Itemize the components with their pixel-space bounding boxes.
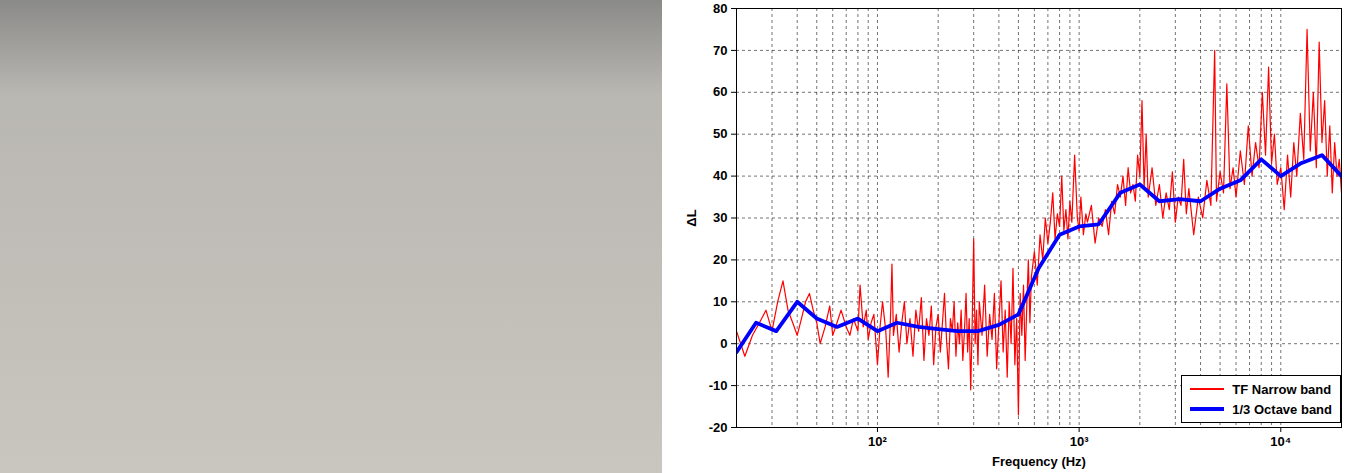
svg-text:ΔL: ΔL bbox=[684, 209, 699, 226]
svg-text:70: 70 bbox=[713, 43, 727, 58]
svg-text:-20: -20 bbox=[709, 420, 728, 435]
svg-text:10⁴: 10⁴ bbox=[1270, 434, 1291, 449]
svg-text:40: 40 bbox=[713, 168, 727, 183]
svg-text:80: 80 bbox=[713, 1, 727, 16]
svg-text:30: 30 bbox=[713, 210, 727, 225]
svg-text:20: 20 bbox=[713, 252, 727, 267]
svg-text:60: 60 bbox=[713, 84, 727, 99]
html-text:1/3 Octave band: 1/3 Octave band bbox=[1232, 401, 1332, 417]
svg-text:10³: 10³ bbox=[1070, 434, 1089, 449]
svg-text:-10: -10 bbox=[709, 378, 728, 393]
svg-text:10²: 10² bbox=[868, 434, 887, 449]
svg-text:10: 10 bbox=[713, 294, 727, 309]
svg-text:0: 0 bbox=[720, 336, 727, 351]
svg-text:50: 50 bbox=[713, 126, 727, 141]
html-text:TF Narrow band: TF Narrow band bbox=[1232, 381, 1332, 397]
svg-text:Frequency (Hz): Frequency (Hz) bbox=[992, 454, 1086, 469]
